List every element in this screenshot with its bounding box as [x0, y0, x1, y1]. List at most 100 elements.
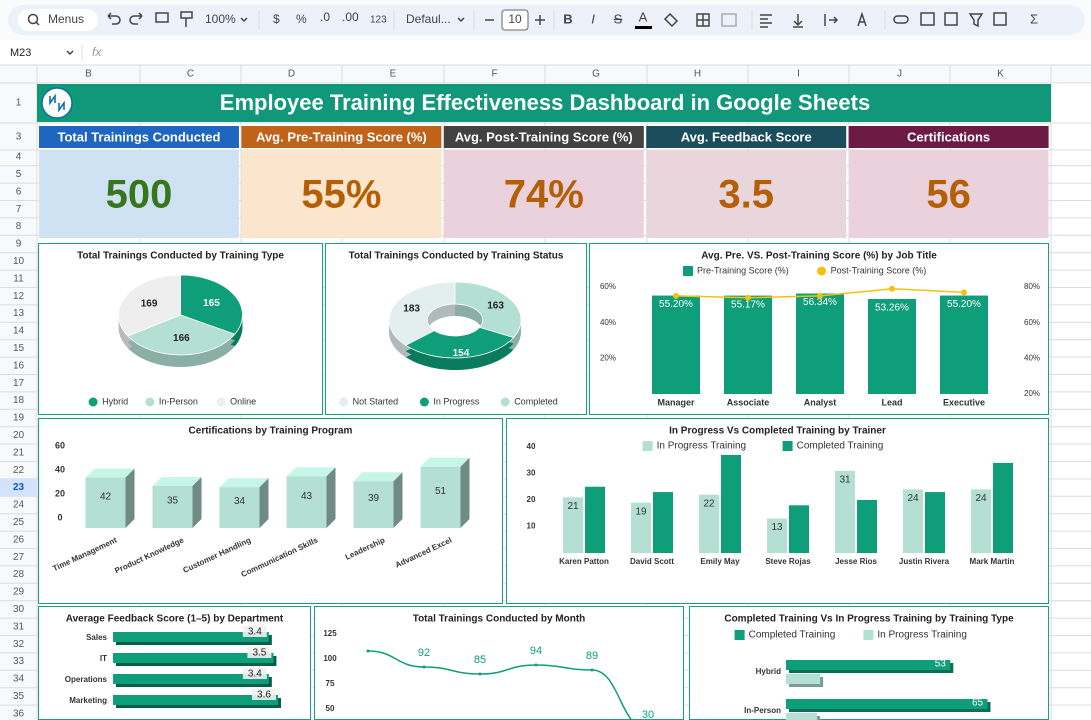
strikethrough-button[interactable]: S — [614, 11, 623, 26]
slice — [404, 326, 515, 359]
percent-format[interactable]: % — [296, 12, 307, 26]
row-header: 10 — [13, 256, 25, 267]
print-button[interactable] — [155, 12, 169, 23]
data-label: 51 — [435, 486, 447, 497]
column-header: F — [491, 69, 497, 80]
kpi-body — [646, 150, 847, 238]
merge-button[interactable] — [721, 13, 737, 27]
x-tick-label: Lead — [881, 397, 902, 407]
line-point — [889, 285, 895, 292]
y2-tick-label: 80% — [1024, 282, 1040, 291]
chart: Certifications by Training Program 0 20 40 6… — [38, 418, 503, 604]
kpi-value: 56 — [926, 173, 971, 217]
name-box[interactable]: M23 — [10, 47, 31, 59]
y-tick-label: 20 — [527, 495, 536, 504]
chart: In Progress Vs Completed Training by Tra… — [506, 418, 1049, 604]
zoom[interactable]: 100% — [205, 12, 236, 26]
chart: Completed Training Vs In Progress Traini… — [689, 606, 1049, 720]
row-header: 31 — [13, 621, 25, 632]
legend-swatch — [500, 397, 510, 407]
column-header: I — [797, 69, 800, 80]
data-label: 163 — [487, 300, 504, 311]
kpi-label: Avg. Post-Training Score (%) — [455, 129, 633, 144]
comment-button[interactable] — [920, 12, 935, 26]
x-tick-label: Executive — [943, 397, 985, 407]
bold-button[interactable]: B — [563, 11, 572, 26]
kpi-header — [443, 126, 644, 148]
font-size[interactable]: 10 — [508, 12, 522, 26]
legend-swatch — [339, 397, 349, 407]
data-label: 24 — [975, 493, 987, 504]
italic-button[interactable]: I — [591, 11, 595, 26]
column-header: D — [288, 69, 295, 80]
bar-side — [460, 457, 470, 528]
bar — [113, 674, 269, 684]
row-header: 26 — [13, 534, 25, 545]
text-color-swatch — [635, 26, 652, 29]
kpi-value: 55% — [301, 173, 381, 217]
line-point — [745, 294, 751, 301]
font-size-box[interactable] — [501, 9, 529, 31]
bar — [786, 674, 821, 684]
legend-label: In Progress — [433, 396, 480, 406]
bar — [563, 497, 583, 553]
link-button[interactable] — [893, 15, 909, 24]
line — [367, 650, 633, 720]
menu-search-text[interactable]: Menus — [48, 12, 84, 26]
number-format[interactable]: 123 — [370, 15, 387, 26]
x-tick-label: Jesse Rios — [835, 557, 877, 566]
font-size-increase[interactable] — [535, 15, 545, 25]
chart-title: Total Trainings Conducted by Training Ty… — [77, 251, 284, 262]
fill-color-button[interactable] — [663, 12, 679, 28]
chart-title: Total Trainings Conducted by Training St… — [349, 251, 564, 262]
chart: Avg. Pre. VS. Post-Training Score (%) by… — [589, 243, 1049, 415]
menu-search[interactable] — [18, 9, 98, 31]
currency-format[interactable]: $ — [273, 12, 280, 26]
bar — [971, 489, 991, 553]
legend-swatch — [817, 266, 827, 276]
slice — [127, 314, 236, 356]
undo-button[interactable] — [107, 12, 121, 25]
x-tick-label: David Scott — [630, 557, 674, 566]
wrap-button[interactable] — [824, 14, 839, 26]
row-header: 13 — [13, 308, 25, 319]
chart-panel — [314, 606, 684, 720]
bar-top — [286, 467, 336, 477]
row-header: 11 — [13, 273, 24, 284]
data-label: 30 — [642, 709, 654, 720]
font-family[interactable]: Defaul... — [406, 12, 451, 26]
line-point — [673, 292, 679, 299]
valign-button[interactable] — [793, 14, 803, 28]
decrease-decimal[interactable]: .0 — [320, 10, 330, 24]
line-point — [961, 289, 967, 296]
increase-decimal[interactable]: .00 — [342, 10, 359, 24]
functions-button[interactable]: Σ — [1030, 11, 1038, 26]
row-header: 25 — [13, 517, 25, 528]
data-label: 21 — [567, 501, 579, 512]
data-label: 55.17% — [731, 299, 765, 310]
legend-label: In-Person — [159, 396, 198, 406]
align-button[interactable] — [760, 14, 772, 28]
zoom-dropdown[interactable] — [240, 17, 248, 23]
bar — [286, 476, 327, 528]
data-label: 22 — [703, 498, 715, 509]
bar — [835, 470, 855, 553]
filter-views-button[interactable] — [993, 12, 1007, 26]
legend-label: In Progress Training — [877, 630, 967, 641]
font-dropdown[interactable] — [457, 17, 465, 23]
kpi-header — [848, 126, 1049, 148]
x-tick-label: Mark Martin — [970, 557, 1015, 566]
chart-button[interactable] — [944, 12, 958, 26]
filter-button[interactable] — [968, 13, 984, 28]
y-tick-label: 50 — [326, 704, 335, 713]
redo-button[interactable] — [129, 12, 143, 25]
y-tick-label: 30 — [527, 469, 536, 478]
row-header: 23 — [13, 482, 25, 493]
bar — [925, 492, 945, 553]
text-color-button[interactable]: A — [639, 9, 648, 24]
name-box-dropdown[interactable] — [66, 50, 74, 56]
legend-swatch — [863, 630, 874, 640]
rotate-button[interactable] — [857, 11, 867, 27]
y2-tick-label: 40% — [1024, 353, 1040, 362]
row-header: 6 — [16, 186, 22, 197]
